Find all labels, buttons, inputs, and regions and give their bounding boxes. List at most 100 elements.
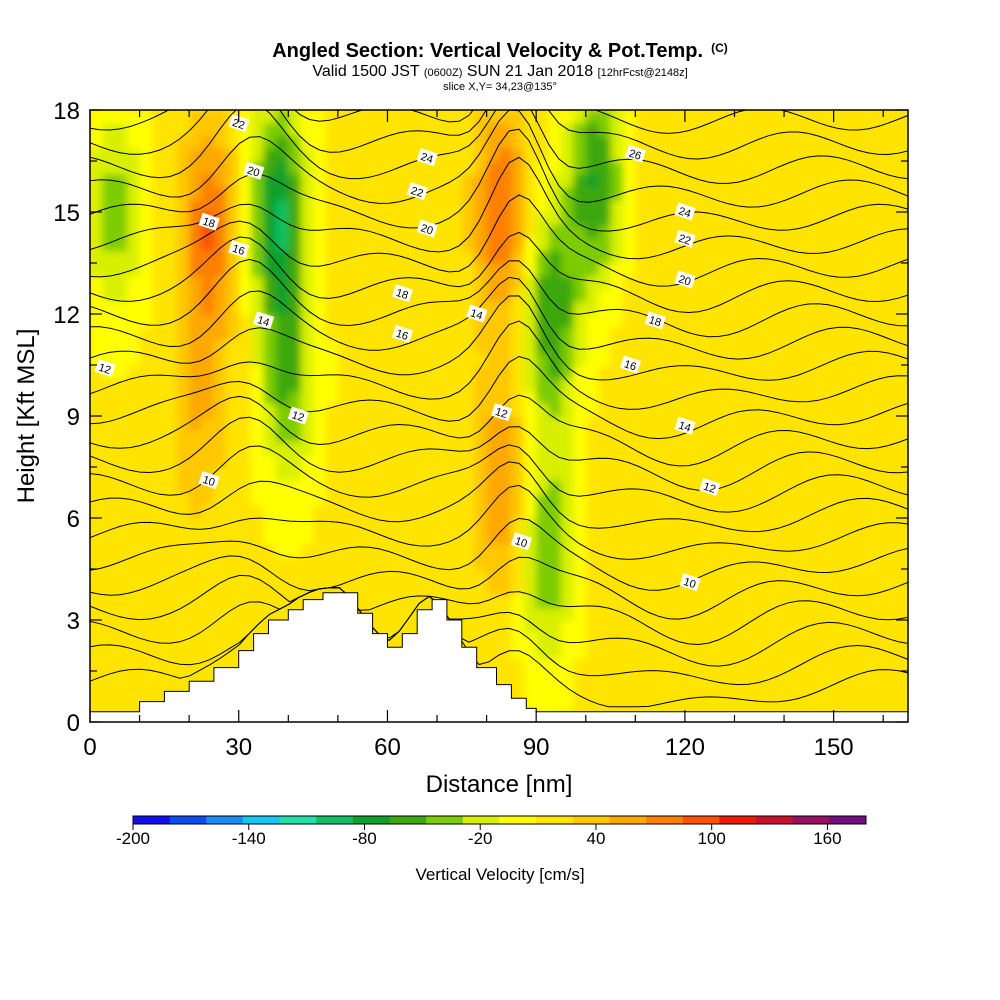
velocity-cell <box>660 377 674 392</box>
velocity-cell <box>263 594 277 609</box>
velocity-cell <box>585 645 599 660</box>
velocity-cell <box>90 696 104 711</box>
velocity-cell <box>858 530 872 545</box>
velocity-cell <box>201 645 215 660</box>
velocity-cell <box>883 505 897 519</box>
velocity-cell <box>300 212 314 226</box>
velocity-cell <box>870 275 884 290</box>
velocity-cell <box>375 543 389 558</box>
y-tick-label: 0 <box>67 710 80 737</box>
velocity-cell <box>548 301 562 315</box>
velocity-cell <box>399 199 413 213</box>
velocity-cell <box>808 492 822 507</box>
velocity-cell <box>251 530 265 545</box>
velocity-cell <box>858 505 872 519</box>
velocity-cell <box>189 390 203 405</box>
contour-label-box <box>416 219 438 238</box>
velocity-cell <box>325 556 339 570</box>
velocity-cell <box>647 199 661 213</box>
velocity-cell <box>139 377 153 392</box>
velocity-cell <box>585 199 599 213</box>
velocity-cell <box>734 632 748 647</box>
velocity-cell <box>697 148 711 162</box>
velocity-cell <box>127 352 141 366</box>
velocity-cell <box>127 594 141 609</box>
velocity-cell <box>164 607 178 621</box>
velocity-cell <box>846 326 860 341</box>
velocity-cell <box>449 224 463 239</box>
velocity-cell <box>486 263 500 277</box>
velocity-cell <box>461 607 475 621</box>
velocity-cell <box>821 556 835 570</box>
velocity-cell <box>511 658 525 672</box>
velocity-cell <box>127 365 141 379</box>
velocity-cell <box>598 441 612 456</box>
velocity-cell <box>461 110 475 124</box>
velocity-cell <box>176 581 190 596</box>
velocity-cell <box>796 479 810 494</box>
velocity-cell <box>164 492 178 507</box>
velocity-cell <box>337 122 352 137</box>
velocity-cell <box>548 441 562 456</box>
velocity-cell <box>598 467 612 481</box>
velocity-cell <box>511 683 525 698</box>
velocity-cell <box>746 250 761 264</box>
velocity-cell <box>573 275 587 290</box>
velocity-cell <box>127 199 141 213</box>
velocity-cell <box>90 543 104 558</box>
velocity-cell <box>424 173 438 188</box>
velocity-cell <box>635 594 649 609</box>
velocity-cell <box>189 199 203 213</box>
velocity-cell <box>660 543 674 558</box>
velocity-cell <box>598 288 612 303</box>
velocity-cell <box>102 224 116 239</box>
velocity-cell <box>474 390 488 405</box>
velocity-cell <box>598 377 612 392</box>
velocity-cell <box>833 390 847 405</box>
velocity-cell <box>858 173 872 188</box>
velocity-cell <box>647 645 661 660</box>
velocity-cell <box>548 492 562 507</box>
velocity-cell <box>771 569 785 583</box>
velocity-cell <box>561 594 575 609</box>
x-tick-label: 150 <box>814 734 854 761</box>
velocity-cell <box>784 250 798 264</box>
velocity-cell <box>114 263 128 277</box>
velocity-cell <box>226 275 240 290</box>
velocity-cell <box>635 620 649 634</box>
velocity-cell <box>164 581 178 596</box>
velocity-cell <box>635 161 649 175</box>
velocity-cell <box>585 186 599 201</box>
velocity-cell <box>263 377 277 392</box>
velocity-cell <box>251 403 265 417</box>
velocity-cell <box>796 122 810 137</box>
velocity-cell <box>647 352 661 366</box>
velocity-cell <box>375 467 389 481</box>
velocity-cell <box>226 263 240 277</box>
velocity-cell <box>796 212 810 226</box>
velocity-cell <box>784 314 798 328</box>
velocity-cell <box>585 632 599 647</box>
velocity-cell <box>635 186 649 201</box>
velocity-cell <box>499 530 513 545</box>
velocity-cell <box>821 454 835 468</box>
velocity-cell <box>238 263 252 277</box>
velocity-cell <box>486 428 500 443</box>
velocity-cell <box>201 250 215 264</box>
velocity-cell <box>511 479 525 494</box>
velocity-cell <box>511 645 525 660</box>
velocity-cell <box>870 645 884 660</box>
velocity-cell <box>251 186 265 201</box>
velocity-cell <box>784 173 798 188</box>
velocity-cell <box>796 352 810 366</box>
velocity-cell <box>127 301 141 315</box>
velocity-cell <box>201 173 215 188</box>
velocity-cell <box>610 594 624 609</box>
velocity-cell <box>424 301 438 315</box>
velocity-cell <box>647 530 661 545</box>
velocity-cell <box>895 199 908 213</box>
velocity-cell <box>189 467 203 481</box>
velocity-cell <box>684 492 699 507</box>
velocity-cell <box>226 543 240 558</box>
velocity-cell <box>461 403 475 417</box>
